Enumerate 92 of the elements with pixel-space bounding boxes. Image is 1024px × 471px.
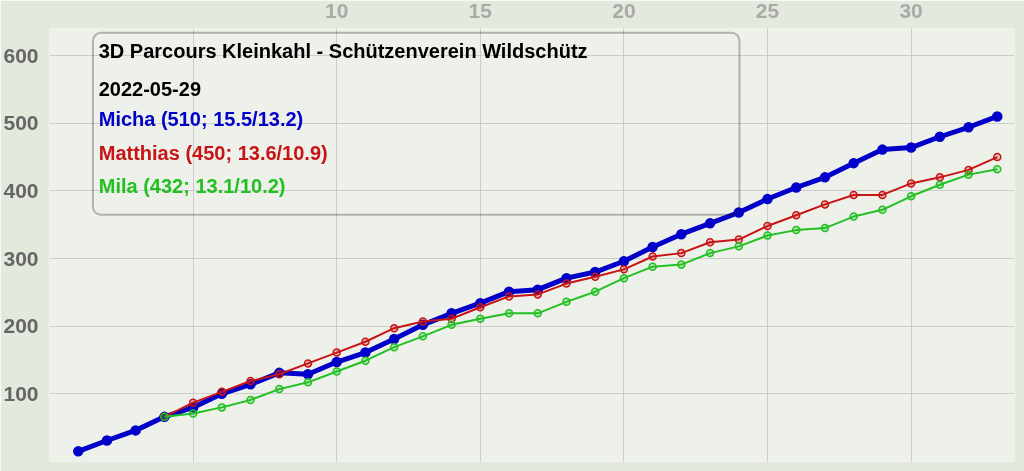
point — [619, 273, 629, 283]
point — [734, 242, 744, 251]
point — [619, 265, 629, 274]
point — [561, 272, 572, 284]
point — [878, 205, 887, 215]
point — [820, 223, 830, 233]
y-tick-label: 600 — [3, 43, 39, 67]
point — [332, 367, 341, 376]
y-tick-label: 400 — [3, 178, 39, 202]
point — [447, 320, 456, 330]
point — [303, 359, 313, 368]
point — [360, 347, 371, 358]
text: 2022-05-29 — [98, 78, 202, 101]
point — [562, 297, 571, 307]
point — [302, 368, 314, 380]
point — [819, 172, 831, 183]
point — [791, 225, 801, 235]
point — [906, 179, 916, 188]
point — [676, 228, 687, 240]
point — [964, 170, 973, 179]
text: Mila (432; 13.1/10.2) — [98, 175, 286, 198]
point — [935, 173, 945, 182]
y-tick-label: 200 — [3, 314, 39, 338]
point — [992, 111, 1003, 122]
point — [906, 192, 916, 201]
x-tick-label: 15 — [468, 0, 493, 22]
point — [446, 308, 457, 319]
point — [934, 131, 946, 142]
text: 3D Parcours Kleinkahl - Schützenverein Wildschütz — [98, 40, 588, 63]
point — [763, 231, 772, 240]
point — [590, 272, 600, 282]
point — [993, 164, 1002, 174]
point — [476, 314, 485, 323]
point — [648, 252, 657, 261]
point — [791, 210, 801, 220]
x-tick-label: 20 — [612, 0, 636, 22]
point — [705, 248, 715, 258]
point — [332, 348, 341, 357]
point — [877, 144, 888, 155]
point — [618, 256, 630, 267]
point — [704, 218, 716, 229]
point — [389, 323, 399, 333]
point — [72, 446, 84, 457]
point — [647, 241, 658, 253]
point — [677, 248, 686, 258]
text: Micha (510; 15.5/13.2) — [98, 107, 304, 130]
point — [763, 221, 772, 231]
point — [790, 182, 802, 193]
point — [562, 279, 571, 288]
y-tick-label: 300 — [3, 246, 39, 270]
point — [733, 207, 745, 218]
point — [705, 238, 715, 247]
x-tick-label: 30 — [899, 0, 923, 22]
y-tick-label: 100 — [3, 381, 39, 405]
point — [303, 378, 313, 387]
x-tick-label: 25 — [755, 0, 780, 22]
point — [389, 342, 399, 352]
point — [762, 193, 773, 205]
point — [878, 190, 887, 200]
point — [476, 303, 485, 312]
point — [361, 337, 370, 346]
point — [188, 409, 198, 418]
point — [101, 435, 113, 446]
point — [217, 403, 227, 412]
point — [963, 122, 974, 133]
point — [533, 309, 542, 318]
point — [677, 260, 686, 269]
point — [331, 356, 342, 368]
text: Matthias (450; 13.6/10.9) — [98, 141, 328, 164]
y-tick-label: 500 — [3, 111, 39, 135]
x-tick-label: 10 — [325, 0, 349, 22]
point — [993, 152, 1002, 162]
point — [935, 180, 945, 190]
point — [188, 398, 198, 407]
point — [418, 332, 428, 341]
point — [130, 425, 141, 436]
point — [820, 200, 830, 209]
point — [275, 384, 284, 394]
point — [504, 292, 514, 301]
point — [504, 309, 514, 318]
point — [361, 356, 370, 365]
point — [848, 157, 859, 169]
point — [648, 262, 657, 271]
point — [905, 142, 917, 153]
point — [849, 190, 858, 200]
point — [849, 212, 858, 221]
point — [590, 287, 600, 296]
point — [418, 317, 428, 326]
point — [246, 395, 255, 405]
point — [246, 376, 255, 386]
point — [388, 333, 400, 345]
point — [533, 290, 542, 299]
